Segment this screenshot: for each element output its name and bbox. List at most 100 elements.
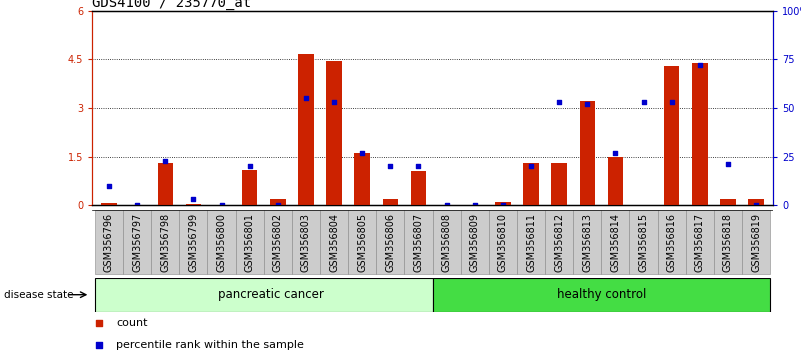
Text: GSM356802: GSM356802 — [273, 213, 283, 272]
Bar — [720, 199, 735, 205]
Bar — [101, 203, 117, 205]
Bar — [405, 210, 433, 274]
Bar — [326, 61, 342, 205]
Bar — [602, 210, 630, 274]
Bar — [320, 210, 348, 274]
Point — [722, 161, 735, 167]
Point — [469, 202, 481, 208]
Point — [328, 99, 340, 105]
Point — [215, 202, 228, 208]
Bar — [664, 66, 679, 205]
Text: GSM356810: GSM356810 — [498, 213, 508, 272]
Bar — [411, 171, 426, 205]
Bar — [207, 210, 235, 274]
Bar — [95, 278, 433, 312]
Text: GSM356805: GSM356805 — [357, 213, 367, 272]
Text: GSM356797: GSM356797 — [132, 213, 142, 272]
Bar — [580, 102, 595, 205]
Bar — [714, 210, 742, 274]
Bar — [517, 210, 545, 274]
Text: GSM356804: GSM356804 — [329, 213, 339, 272]
Bar — [376, 210, 405, 274]
Point — [441, 202, 453, 208]
Point — [384, 164, 396, 169]
Text: GSM356817: GSM356817 — [694, 213, 705, 272]
Bar — [686, 210, 714, 274]
Point — [412, 164, 425, 169]
Bar — [545, 210, 574, 274]
Text: GSM356819: GSM356819 — [751, 213, 761, 272]
Bar — [692, 63, 707, 205]
Bar — [608, 156, 623, 205]
Bar — [158, 163, 173, 205]
Bar — [433, 210, 461, 274]
Bar — [348, 210, 376, 274]
Point — [159, 158, 171, 164]
Bar — [179, 210, 207, 274]
Bar — [123, 210, 151, 274]
Point — [666, 99, 678, 105]
Bar — [298, 55, 314, 205]
Point — [300, 96, 312, 101]
Text: GSM356799: GSM356799 — [188, 213, 199, 272]
Bar — [186, 204, 201, 205]
Bar — [264, 210, 292, 274]
Point — [131, 202, 143, 208]
Point — [356, 150, 368, 156]
Point — [93, 321, 106, 326]
Point — [553, 99, 566, 105]
Text: GSM356816: GSM356816 — [666, 213, 677, 272]
Text: GSM356807: GSM356807 — [413, 213, 424, 272]
Bar — [433, 278, 770, 312]
Text: percentile rank within the sample: percentile rank within the sample — [116, 339, 304, 350]
Text: GSM356806: GSM356806 — [385, 213, 396, 272]
Text: GSM356801: GSM356801 — [244, 213, 255, 272]
Point — [244, 164, 256, 169]
Bar — [461, 210, 489, 274]
Point — [103, 183, 115, 189]
Bar — [270, 199, 285, 205]
Point — [497, 202, 509, 208]
Bar — [383, 199, 398, 205]
Bar — [242, 170, 257, 205]
Point — [750, 202, 763, 208]
Text: GSM356815: GSM356815 — [638, 213, 649, 272]
Bar — [523, 163, 539, 205]
Text: GSM356798: GSM356798 — [160, 213, 171, 272]
Text: GSM356812: GSM356812 — [554, 213, 564, 272]
Bar — [95, 210, 123, 274]
Text: GSM356814: GSM356814 — [610, 213, 621, 272]
Text: pancreatic cancer: pancreatic cancer — [218, 288, 324, 301]
Bar — [551, 163, 567, 205]
Text: GSM356818: GSM356818 — [723, 213, 733, 272]
Text: disease state: disease state — [4, 290, 74, 300]
Point — [581, 101, 594, 107]
Text: GSM356811: GSM356811 — [526, 213, 536, 272]
Text: GSM356800: GSM356800 — [216, 213, 227, 272]
Point — [609, 150, 622, 156]
Bar — [235, 210, 264, 274]
Text: count: count — [116, 318, 147, 329]
Bar — [574, 210, 602, 274]
Bar — [151, 210, 179, 274]
Point — [93, 342, 106, 348]
Text: GDS4100 / 235770_at: GDS4100 / 235770_at — [92, 0, 252, 10]
Text: healthy control: healthy control — [557, 288, 646, 301]
Point — [637, 99, 650, 105]
Text: GSM356809: GSM356809 — [469, 213, 480, 272]
Text: GSM356803: GSM356803 — [301, 213, 311, 272]
Text: GSM356808: GSM356808 — [441, 213, 452, 272]
Bar — [742, 210, 770, 274]
Text: GSM356796: GSM356796 — [104, 213, 114, 272]
Point — [272, 202, 284, 208]
Bar — [489, 210, 517, 274]
Bar — [292, 210, 320, 274]
Point — [525, 164, 537, 169]
Bar — [355, 153, 370, 205]
Bar — [495, 202, 510, 205]
Bar — [658, 210, 686, 274]
Point — [187, 196, 199, 202]
Text: GSM356813: GSM356813 — [582, 213, 592, 272]
Bar — [630, 210, 658, 274]
Point — [694, 62, 706, 68]
